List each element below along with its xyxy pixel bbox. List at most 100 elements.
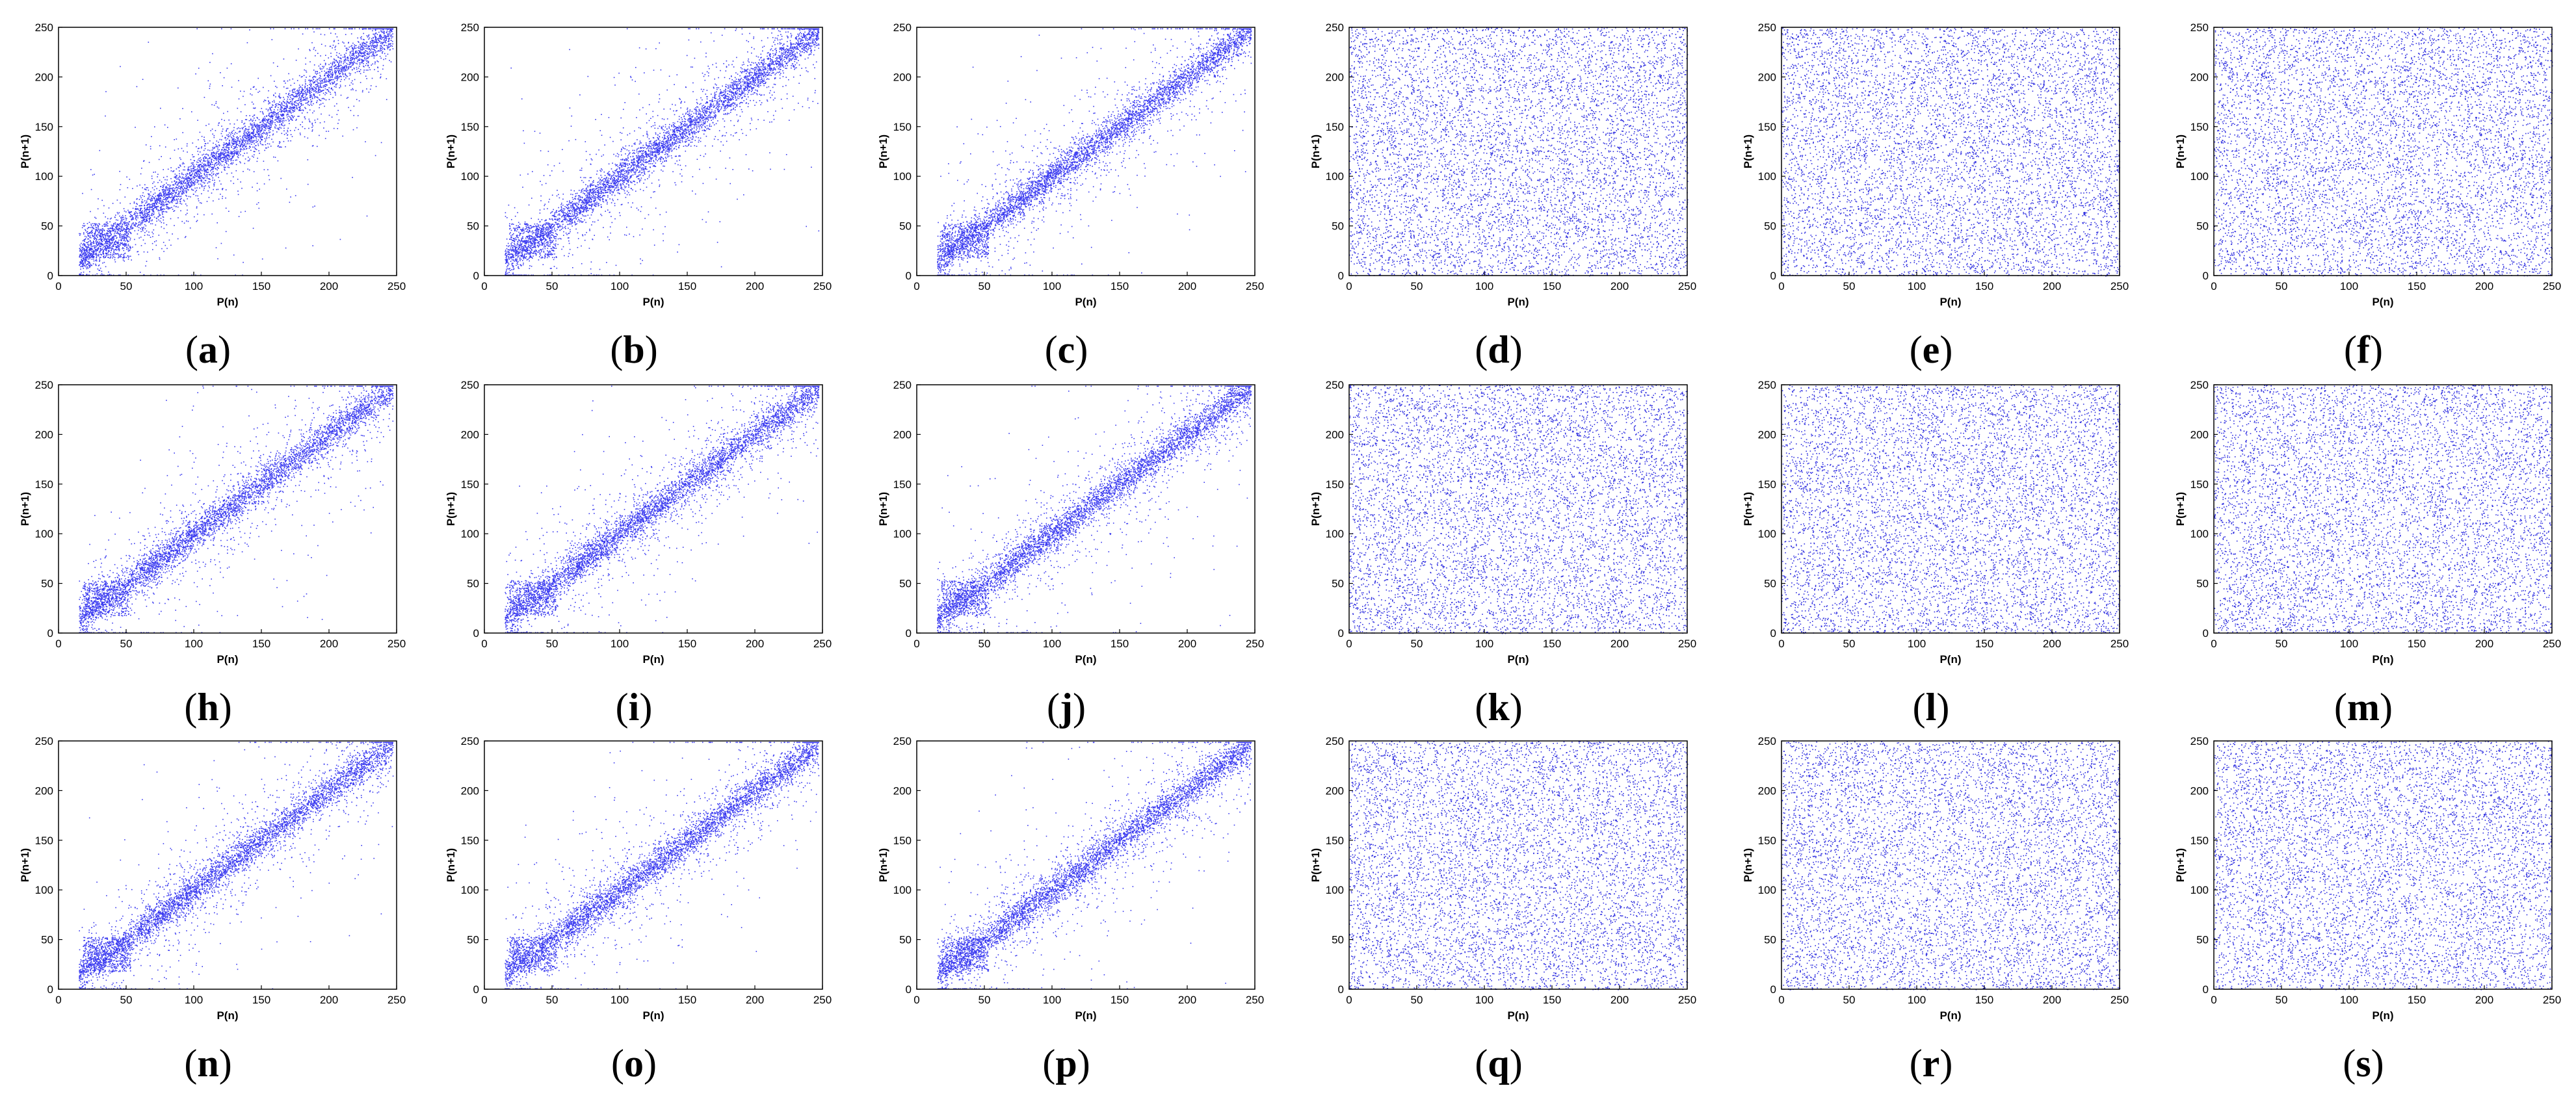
scatter-point xyxy=(83,266,84,267)
scatter-point xyxy=(272,122,273,123)
scatter-point xyxy=(298,116,300,117)
scatter-point xyxy=(296,119,297,120)
scatter-point xyxy=(114,244,115,245)
scatter-point xyxy=(159,215,161,216)
scatter-point xyxy=(376,42,378,43)
scatter-point xyxy=(330,75,331,77)
scatter-point xyxy=(287,101,289,103)
scatter-point xyxy=(280,114,282,116)
scatter-point xyxy=(289,111,291,112)
scatter-point xyxy=(328,79,330,80)
scatter-point xyxy=(209,164,211,166)
scatter-point xyxy=(233,155,235,157)
scatter-point xyxy=(237,152,239,153)
scatter-point xyxy=(94,261,95,262)
scatter-point xyxy=(90,264,91,265)
scatter-point xyxy=(166,200,167,201)
scatter-point xyxy=(85,266,86,267)
scatter-point xyxy=(273,157,274,158)
scatter-point xyxy=(159,257,161,259)
scatter-point xyxy=(368,57,369,58)
scatter-point xyxy=(278,127,280,129)
scatter-point xyxy=(182,188,183,190)
scatter-point xyxy=(237,138,238,140)
scatter-point xyxy=(162,196,163,197)
scatter-point xyxy=(193,183,194,184)
scatter-point xyxy=(380,77,382,78)
scatter-point xyxy=(287,102,288,103)
scatter-point xyxy=(112,255,113,257)
scatter-point xyxy=(221,243,222,244)
scatter-point xyxy=(189,181,190,182)
scatter-point xyxy=(150,207,151,208)
scatter-point xyxy=(84,226,85,227)
scatter-point xyxy=(115,214,116,216)
scatter-point xyxy=(352,55,353,57)
scatter-point xyxy=(208,81,209,82)
scatter-point xyxy=(103,257,105,259)
scatter-point xyxy=(130,239,131,240)
scatter-point xyxy=(122,247,124,248)
scatter-point xyxy=(356,53,357,54)
scatter-point xyxy=(192,154,193,155)
scatter-point xyxy=(264,116,265,118)
scatter-point xyxy=(172,188,174,190)
scatter-point xyxy=(169,197,170,198)
scatter-point xyxy=(182,177,183,178)
scatter-point xyxy=(298,88,300,89)
scatter-point xyxy=(218,156,219,157)
scatter-point xyxy=(246,119,248,120)
scatter-point xyxy=(224,166,225,168)
scatter-point xyxy=(222,129,224,130)
scatter-point xyxy=(157,206,159,207)
scatter-point xyxy=(142,195,143,196)
scatter-point xyxy=(201,148,202,149)
scatter-point xyxy=(241,111,242,112)
scatter-point xyxy=(94,248,95,249)
scatter-point xyxy=(290,196,291,198)
scatter-point xyxy=(224,120,225,122)
scatter-point xyxy=(369,38,371,39)
scatter-point xyxy=(208,186,209,187)
scatter-point xyxy=(181,174,183,175)
scatter-point xyxy=(174,181,176,182)
scatter-point xyxy=(99,150,101,151)
scatter-point xyxy=(287,138,288,139)
scatter-point xyxy=(375,52,376,53)
scatter-point xyxy=(228,150,229,151)
scatter-point xyxy=(136,199,137,200)
scatter-point xyxy=(116,242,117,243)
scatter-point xyxy=(129,211,131,213)
scatter-point xyxy=(171,170,172,172)
scatter-point xyxy=(225,137,226,138)
scatter-point xyxy=(389,44,391,45)
scatter-point xyxy=(207,161,208,162)
scatter-point xyxy=(267,127,269,129)
scatter-point xyxy=(288,102,289,103)
scatter-point xyxy=(268,100,269,101)
scatter-point xyxy=(83,225,84,226)
scatter-point xyxy=(254,118,255,119)
scatter-point xyxy=(140,205,141,207)
scatter-point xyxy=(240,131,241,133)
scatter-point xyxy=(168,188,169,189)
scatter-point xyxy=(157,216,159,218)
scatter-point xyxy=(284,125,285,126)
scatter-point xyxy=(200,161,201,162)
scatter-point xyxy=(341,79,342,81)
scatter-point xyxy=(110,227,111,229)
scatter-point xyxy=(114,259,116,261)
scatter-point xyxy=(212,164,213,165)
scatter-point xyxy=(95,260,96,261)
scatter-point xyxy=(205,180,206,181)
scatter-point xyxy=(270,107,272,108)
scatter-point xyxy=(124,233,125,235)
scatter-point xyxy=(250,150,252,151)
scatter-point xyxy=(181,187,183,188)
scatter-point xyxy=(360,82,361,83)
scatter-point xyxy=(263,131,265,133)
scatter-point xyxy=(384,40,385,41)
scatter-point xyxy=(159,146,161,147)
scatter-point xyxy=(293,29,295,30)
scatter-point xyxy=(296,105,297,107)
